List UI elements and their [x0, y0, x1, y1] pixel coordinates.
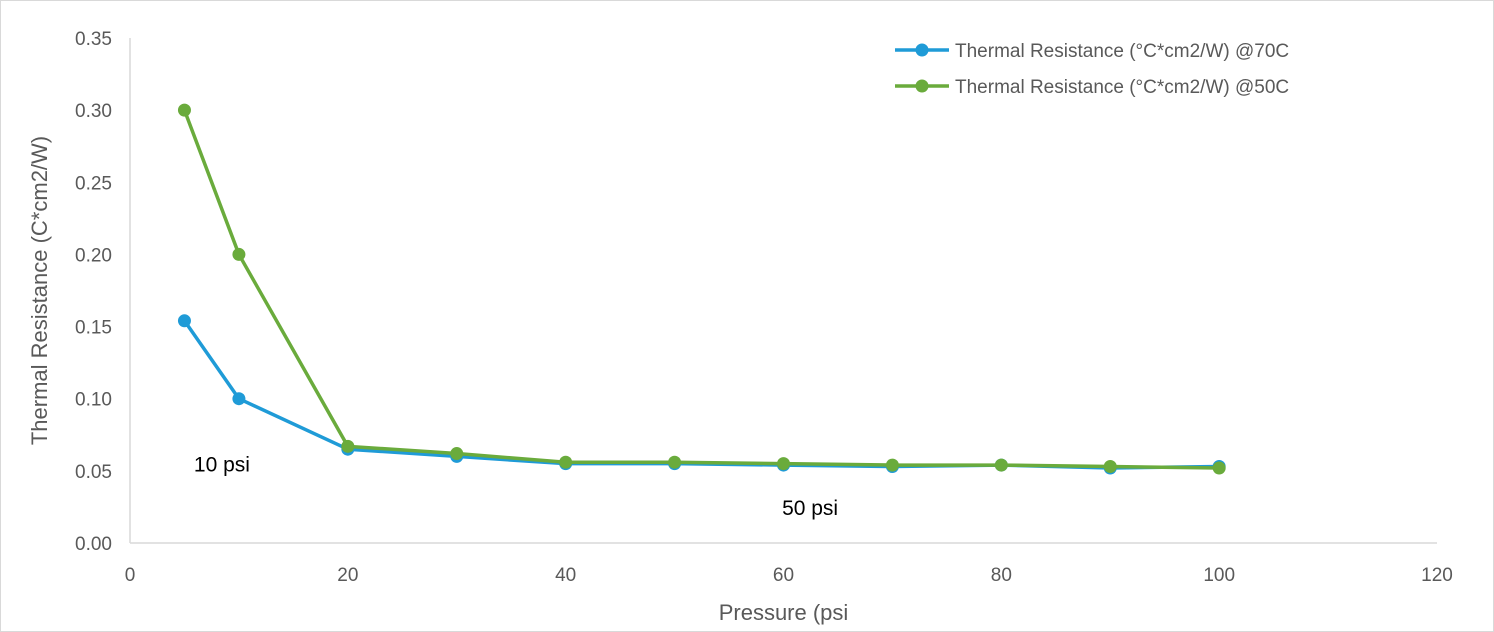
axes	[129, 38, 1437, 544]
y-tick-label: 0.30	[75, 101, 112, 122]
data-point	[885, 458, 899, 472]
annotation-label: 10 psi	[194, 454, 250, 477]
legend-marker	[915, 43, 929, 57]
data-point	[1212, 461, 1226, 475]
y-tick-label: 0.35	[75, 29, 112, 50]
x-tick-label: 0	[125, 565, 136, 586]
y-tick-label: 0.20	[75, 245, 112, 266]
data-point	[177, 103, 191, 117]
x-tick-label: 40	[555, 565, 576, 586]
legend-label: Thermal Resistance (°C*cm2/W) @70C	[955, 41, 1289, 62]
y-tick-labels: 0.00 0.05 0.10 0.15 0.20 0.25 0.30 0.35	[75, 29, 112, 555]
data-point	[341, 439, 355, 453]
legend-label: Thermal Resistance (°C*cm2/W) @50C	[955, 77, 1289, 98]
y-tick-label: 0.15	[75, 318, 112, 339]
data-point	[668, 455, 682, 469]
series-line	[182, 109, 1220, 470]
x-tick-label: 20	[337, 565, 358, 586]
data-point	[777, 457, 790, 471]
data-point	[177, 314, 191, 328]
annotations: 10 psi 50 psi	[194, 454, 838, 520]
legend-marker	[915, 79, 929, 93]
data-point	[1103, 460, 1117, 474]
data-point	[559, 455, 573, 469]
data-point	[232, 392, 246, 406]
series-0	[177, 314, 1226, 475]
y-tick-label: 0.10	[75, 390, 112, 411]
x-tick-label: 120	[1421, 565, 1453, 586]
x-tick-label: 100	[1203, 565, 1235, 586]
series-layer	[177, 103, 1226, 475]
x-axis-title: Pressure (psi	[719, 600, 849, 625]
data-point	[450, 447, 464, 461]
legend: Thermal Resistance (°C*cm2/W) @70C Therma…	[895, 41, 1289, 98]
series-line	[183, 319, 1220, 470]
y-tick-label: 0.25	[75, 173, 112, 194]
series-1	[177, 103, 1226, 475]
x-tick-label: 80	[991, 565, 1012, 586]
y-tick-label: 0.05	[75, 462, 112, 483]
y-axis-title: Thermal Resistance (C*cm2/W)	[27, 136, 52, 445]
y-tick-label: 0.00	[75, 534, 112, 555]
legend-item: Thermal Resistance (°C*cm2/W) @70C	[895, 41, 1289, 62]
annotation-label: 50 psi	[782, 497, 838, 520]
x-tick-label: 60	[773, 565, 794, 586]
legend-item: Thermal Resistance (°C*cm2/W) @50C	[895, 77, 1289, 98]
x-tick-labels: 0 20 40 60 80 100 120	[125, 565, 1453, 586]
data-point	[994, 458, 1008, 472]
data-point	[232, 247, 246, 261]
